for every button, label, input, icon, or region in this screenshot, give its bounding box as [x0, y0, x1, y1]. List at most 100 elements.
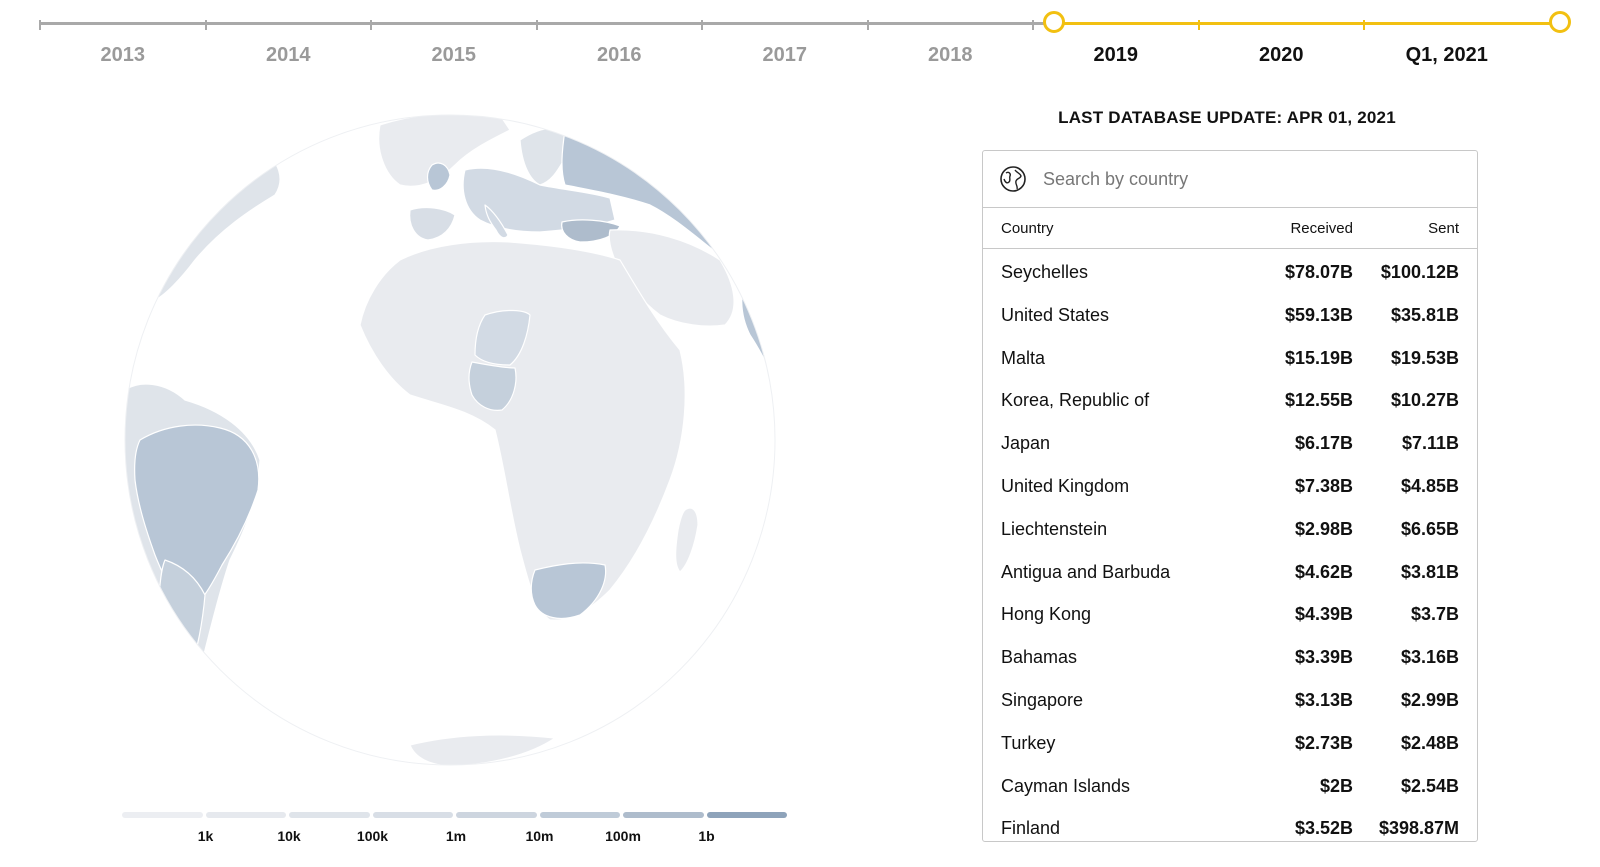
timeline-year-2013[interactable]: 2013: [100, 44, 146, 66]
turkey-shape[interactable]: [561, 219, 621, 243]
table-row[interactable]: Korea, Republic of $12.55B $10.27B: [983, 377, 1477, 420]
cell-sent: $3.16B: [1400, 647, 1459, 668]
timeline-year-2016[interactable]: 2016: [597, 44, 642, 66]
table-row[interactable]: Japan $6.17B $7.11B: [983, 420, 1477, 463]
timeline-start-handle[interactable]: [1043, 11, 1065, 33]
timeline-tick: [701, 20, 703, 30]
legend-label: 1b: [698, 828, 715, 844]
table-row[interactable]: Antigua and Barbuda $4.62B $3.81B: [983, 549, 1477, 592]
table-row[interactable]: Singapore $3.13B $2.99B: [983, 677, 1477, 720]
globe-outline: [124, 114, 776, 766]
south-africa-shape[interactable]: [530, 562, 607, 619]
greenland-shape[interactable]: [378, 113, 511, 187]
country-table-panel: Country Received Sent Seychelles $78.07B $…: [982, 150, 1478, 842]
column-header-sent[interactable]: Sent: [1428, 220, 1459, 237]
cell-sent: $6.65B: [1400, 518, 1459, 539]
legend-label: 100m: [605, 828, 641, 844]
table-row[interactable]: Cayman Islands $2B $2.54B: [983, 763, 1477, 806]
antarctica-shape[interactable]: [409, 734, 556, 766]
table-row[interactable]: Bahamas $3.39B $3.16B: [983, 634, 1477, 677]
cell-received: $3.13B: [1294, 689, 1353, 710]
cell-received: $78.07B: [1284, 262, 1353, 282]
cell-sent: $19.53B: [1390, 347, 1459, 368]
cell-received: $15.19B: [1284, 347, 1353, 368]
cell-country: Singapore: [1001, 689, 1084, 710]
timeline-tick: [1363, 20, 1365, 30]
timeline-track-selected[interactable]: [1055, 22, 1560, 25]
cell-country: Antigua and Barbuda: [1001, 561, 1171, 582]
table-row[interactable]: United Kingdom $7.38B $4.85B: [983, 463, 1477, 506]
legend-label: 100k: [356, 828, 389, 844]
table-row[interactable]: Liechtenstein $2.98B $6.65B: [983, 506, 1477, 549]
table-row[interactable]: Seychelles $78.07B $100.12B: [983, 249, 1477, 292]
cell-country: Bahamas: [1001, 647, 1078, 668]
column-header-country[interactable]: Country: [1001, 220, 1054, 237]
cell-received: $7.38B: [1294, 475, 1353, 496]
table-row[interactable]: Hong Kong $4.39B $3.7B: [983, 591, 1477, 634]
legend-label: 1m: [445, 828, 467, 844]
search-bar[interactable]: [983, 151, 1477, 208]
table-header: Country Received Sent: [983, 208, 1477, 249]
table-row[interactable]: Malta $15.19B $19.53B: [983, 335, 1477, 378]
cell-country: Korea, Republic of: [1001, 390, 1150, 411]
cell-received: $2.73B: [1294, 732, 1353, 753]
cell-received: $4.39B: [1294, 604, 1353, 625]
table-row[interactable]: Finland $3.52B $398.87M: [983, 805, 1477, 841]
cell-sent: $2.48B: [1400, 732, 1459, 753]
africa-shape[interactable]: [359, 241, 686, 621]
timeline-tick: [204, 20, 207, 30]
database-update-label: LAST DATABASE UPDATE: APR 01, 2021: [1058, 108, 1396, 127]
cell-country: United Kingdom: [1001, 475, 1130, 496]
madagascar-shape[interactable]: [675, 507, 699, 573]
timeline[interactable]: 2013 2014 2015 2016 2017 2018 2019 2020 Q1, 2021: [0, 0, 1600, 80]
nigeria-shape[interactable]: [468, 361, 517, 411]
timeline-track-inactive[interactable]: [40, 22, 1055, 25]
cell-country: Japan: [1001, 433, 1051, 454]
cell-sent: $4.85B: [1400, 475, 1459, 496]
cell-sent: $100.12B: [1380, 262, 1459, 282]
cell-received: $12.55B: [1284, 390, 1353, 411]
table-row[interactable]: Turkey $2.73B $2.48B: [983, 720, 1477, 763]
timeline-year-2017[interactable]: 2017: [762, 44, 808, 66]
niger-shape[interactable]: [474, 309, 531, 366]
legend-swatch: [456, 812, 537, 818]
cell-country: Turkey: [1001, 732, 1056, 753]
cell-received: $4.62B: [1294, 561, 1353, 582]
timeline-year-2020[interactable]: 2020: [1259, 44, 1304, 66]
table-row[interactable]: United States $59.13B $35.81B: [983, 292, 1477, 335]
cell-received: $2.98B: [1294, 518, 1353, 539]
timeline-tick: [370, 20, 372, 30]
legend-label: 1k: [197, 828, 214, 844]
legend-swatch: [372, 812, 453, 818]
cell-sent: $35.81B: [1390, 304, 1459, 325]
timeline-tick: [39, 20, 41, 30]
cell-sent: $7.11B: [1401, 433, 1459, 454]
cell-sent: $3.7B: [1410, 604, 1459, 625]
cell-sent: $3.81B: [1400, 561, 1459, 582]
italy-shape[interactable]: [484, 204, 509, 239]
iberia-shape[interactable]: [409, 206, 456, 241]
timeline-year-2018[interactable]: 2018: [928, 44, 973, 66]
globe-svg[interactable]: [110, 110, 790, 780]
cell-received: $3.52B: [1294, 818, 1353, 839]
timeline-year-q1-2021[interactable]: Q1, 2021: [1405, 44, 1488, 66]
search-input[interactable]: [1041, 161, 1465, 197]
legend-swatch: [706, 812, 787, 818]
cell-received: $2B: [1319, 775, 1353, 796]
timeline-end-handle[interactable]: [1549, 11, 1571, 33]
timeline-year-2019[interactable]: 2019: [1093, 44, 1139, 66]
timeline-year-2014[interactable]: 2014: [266, 44, 311, 66]
cell-sent: $398.87M: [1378, 818, 1459, 839]
cell-country: Finland: [1001, 818, 1061, 839]
timeline-tick: [866, 20, 869, 30]
cell-received: $3.39B: [1294, 647, 1353, 668]
legend-swatch: [623, 812, 704, 818]
column-header-received[interactable]: Received: [1290, 220, 1353, 237]
uk-shape[interactable]: [426, 162, 451, 191]
legend-swatch: [289, 812, 370, 818]
globe-map[interactable]: [110, 110, 790, 780]
cell-country: Cayman Islands: [1001, 775, 1131, 796]
timeline-tick: [1197, 20, 1200, 30]
timeline-year-2015[interactable]: 2015: [431, 44, 477, 66]
legend-label: 10m: [525, 828, 554, 844]
